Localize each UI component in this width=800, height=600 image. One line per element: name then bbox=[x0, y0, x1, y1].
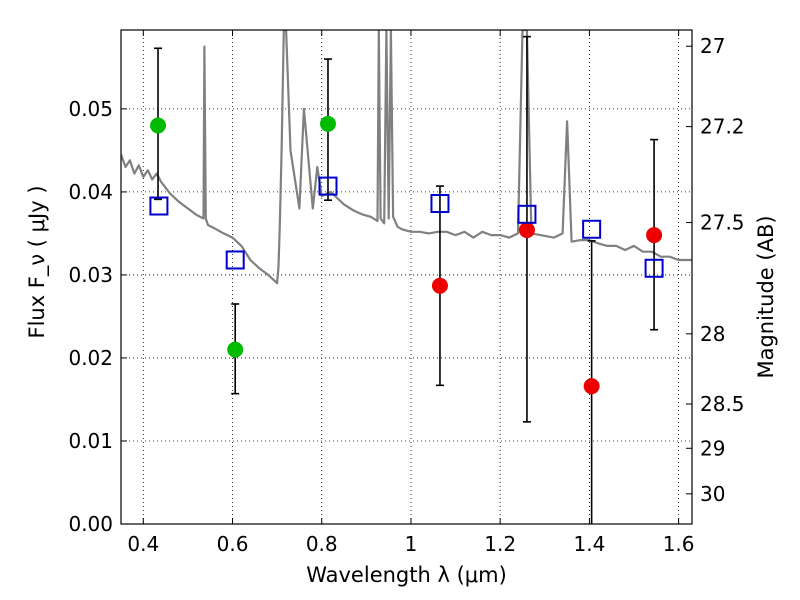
y-tick-label: 0.02 bbox=[68, 346, 113, 370]
data-point bbox=[431, 277, 448, 294]
plot-frame bbox=[120, 29, 693, 525]
model-point bbox=[517, 204, 537, 224]
y-tick-label: 0.01 bbox=[68, 429, 113, 453]
model-point bbox=[225, 250, 245, 270]
x-tick-label: 1 bbox=[405, 532, 418, 556]
axis-titles: Wavelength λ (μm) Flux F_ν ( μJy ) Magni… bbox=[25, 185, 778, 587]
model-point bbox=[582, 219, 602, 239]
right-tick-label: 30 bbox=[700, 482, 725, 506]
x-tick-label: 1.2 bbox=[484, 532, 516, 556]
right-tick-label: 27.5 bbox=[700, 211, 745, 235]
ticks bbox=[121, 30, 692, 525]
right-tick-label: 27.2 bbox=[700, 115, 745, 139]
y-tick-label: 0.04 bbox=[68, 180, 113, 204]
grid bbox=[121, 30, 692, 525]
data-point bbox=[227, 341, 244, 358]
spectrum-line bbox=[121, 30, 692, 285]
x-tick-label: 1.4 bbox=[573, 532, 605, 556]
y-tick-label: 0.03 bbox=[68, 263, 113, 287]
model-point bbox=[149, 196, 169, 216]
right-tick-label: 29 bbox=[700, 436, 725, 460]
x-tick-label: 0.8 bbox=[306, 532, 338, 556]
data-point bbox=[150, 117, 167, 134]
right-axis-label: Magnitude (AB) bbox=[754, 215, 778, 378]
model-point bbox=[430, 194, 450, 214]
data-point bbox=[518, 222, 535, 239]
right-tick-label: 27 bbox=[700, 34, 725, 58]
x-axis-label: Wavelength λ (μm) bbox=[306, 563, 507, 587]
model-point bbox=[318, 176, 338, 196]
data-point bbox=[583, 378, 600, 395]
tick-labels: 0.4 0.6 0.8 1 1.2 1.4 1.6 0.00 0.01 0.02 0.03 0.04 0… bbox=[68, 34, 744, 556]
right-tick-label: 28 bbox=[700, 322, 725, 346]
data-point bbox=[319, 115, 336, 132]
x-tick-label: 0.6 bbox=[217, 532, 249, 556]
error-bars bbox=[154, 35, 659, 524]
y-tick-label: 0.05 bbox=[68, 97, 113, 121]
y-axis-label: Flux F_ν ( μJy ) bbox=[25, 185, 50, 338]
right-tick-label: 28.5 bbox=[700, 392, 745, 416]
data-markers bbox=[149, 115, 664, 395]
x-tick-label: 0.4 bbox=[127, 532, 159, 556]
data-point bbox=[646, 227, 663, 244]
model-point bbox=[644, 258, 664, 278]
x-tick-label: 1.6 bbox=[663, 532, 695, 556]
y-tick-label: 0.00 bbox=[68, 512, 113, 536]
spectrum-layer bbox=[121, 30, 692, 285]
